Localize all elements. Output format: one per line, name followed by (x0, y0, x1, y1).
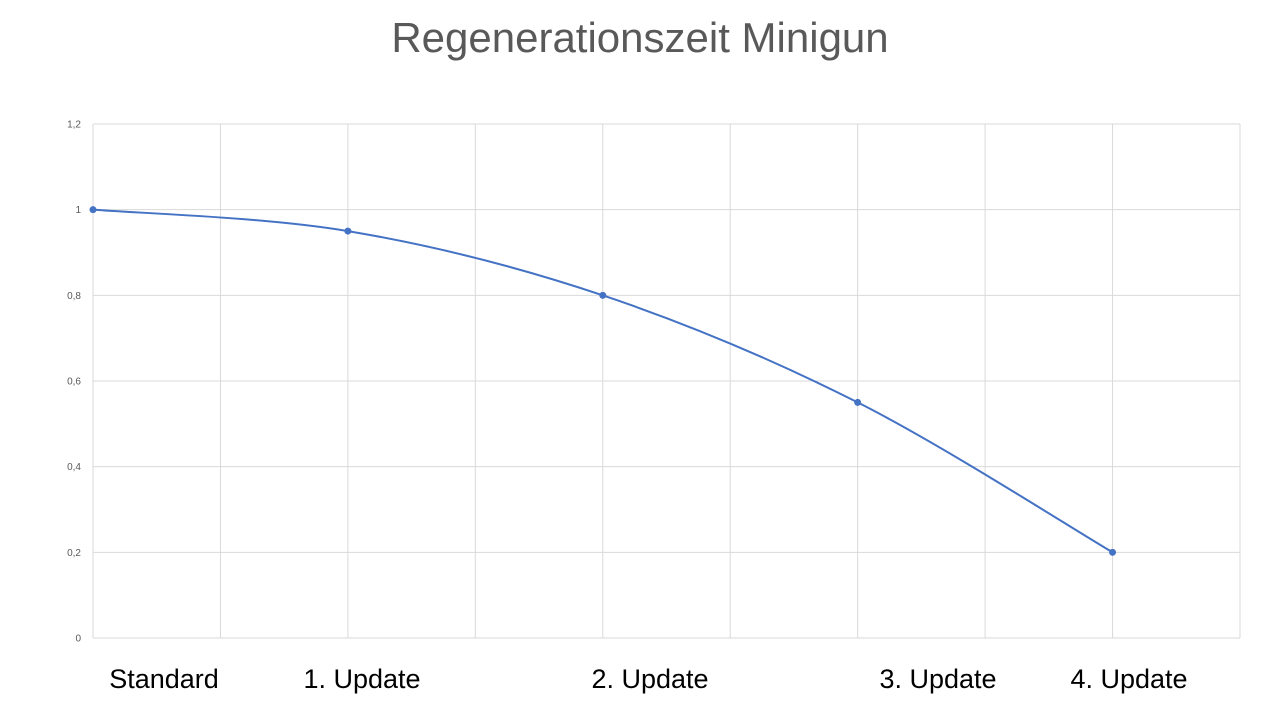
category-label: 3. Update (879, 664, 996, 694)
y-tick-label: 1 (75, 205, 81, 216)
y-tick-label: 0,6 (67, 377, 81, 388)
y-axis-tick-labels: 0 0,2 0,4 0,6 0,8 1 1,2 (67, 120, 81, 645)
data-point (89, 206, 97, 214)
category-labels: Standard 1. Update 2. Update 3. Update 4. Up… (109, 664, 1187, 694)
y-tick-label: 0 (75, 634, 81, 645)
series-layer (89, 206, 1117, 556)
data-point (599, 291, 607, 299)
data-point (854, 398, 862, 406)
data-point (344, 227, 352, 235)
y-tick-label: 0,2 (67, 548, 81, 559)
y-tick-label: 0,4 (67, 462, 81, 473)
category-label: 2. Update (591, 664, 708, 694)
data-point (1109, 548, 1117, 556)
category-label: 4. Update (1070, 664, 1187, 694)
category-label: Standard (109, 664, 219, 694)
chart-title: Regenerationszeit Minigun (391, 14, 889, 61)
grid-lines (92, 123, 1241, 639)
category-label: 1. Update (303, 664, 420, 694)
y-tick-label: 1,2 (67, 120, 81, 131)
y-tick-label: 0,8 (67, 291, 81, 302)
